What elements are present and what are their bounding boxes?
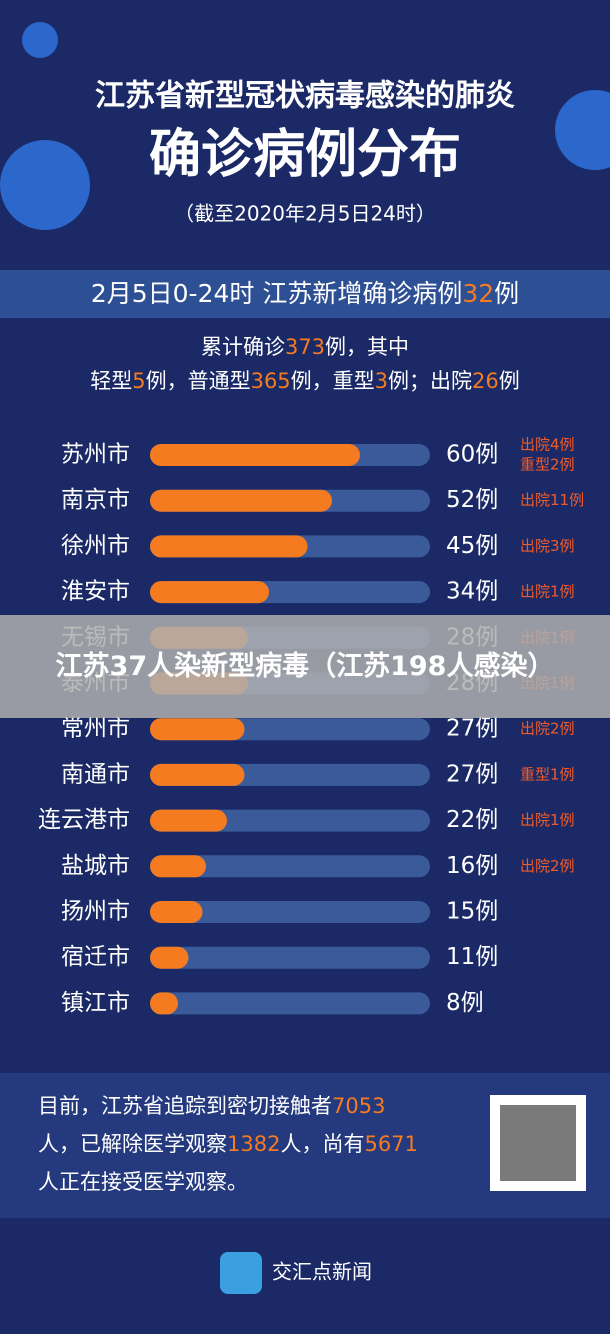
new-cases-band bbox=[0, 270, 610, 318]
city-label: 盐城市 bbox=[61, 853, 130, 879]
segment: 人，尚有 bbox=[280, 1132, 364, 1156]
bar bbox=[150, 489, 332, 512]
bar-track bbox=[150, 992, 430, 1015]
city-label: 苏州市 bbox=[61, 442, 130, 468]
note: 出院1例 bbox=[520, 583, 575, 601]
logo-icon bbox=[220, 1252, 262, 1294]
segment: 例 bbox=[499, 369, 520, 393]
value-label: 52例 bbox=[446, 487, 498, 513]
value-label: 22例 bbox=[446, 807, 498, 833]
note: 出院1例 bbox=[520, 811, 575, 829]
city-label: 南通市 bbox=[61, 761, 130, 787]
date: （截至2020年2月5日24时） bbox=[174, 202, 436, 226]
segment: 例，重型 bbox=[291, 369, 375, 393]
text-line: 人，已解除医学观察1382人，尚有5671 bbox=[38, 1132, 418, 1156]
bar bbox=[150, 535, 308, 558]
value-label: 34例 bbox=[446, 579, 498, 605]
text-line: 人正在接受医学观察。 bbox=[38, 1170, 248, 1194]
bar-track bbox=[150, 901, 430, 923]
note: 出院4例 bbox=[520, 436, 575, 454]
bar bbox=[150, 809, 227, 832]
city-label: 扬州市 bbox=[61, 899, 130, 925]
city-label: 常州市 bbox=[61, 716, 130, 742]
segment: 例，普通型 bbox=[146, 369, 251, 393]
text-line: 轻型5例，普通型365例，重型3例；出院26例 bbox=[90, 369, 520, 393]
segment: 例 bbox=[494, 279, 519, 308]
segment: 轻型 bbox=[90, 369, 132, 393]
city-label: 南京市 bbox=[61, 487, 130, 513]
note: 重型1例 bbox=[520, 765, 575, 783]
bar bbox=[150, 855, 206, 878]
bar bbox=[150, 718, 245, 741]
qr-pattern bbox=[500, 1105, 576, 1181]
segment: 例，其中 bbox=[325, 335, 409, 359]
city-label: 镇江市 bbox=[61, 990, 130, 1016]
city-label: 连云港市 bbox=[38, 807, 130, 833]
bar bbox=[150, 946, 189, 969]
note: 出院11例 bbox=[520, 491, 584, 509]
highlight: 7053 bbox=[332, 1094, 385, 1118]
bar bbox=[150, 763, 245, 786]
text-line: 2月5日0-24时 江苏新增确诊病例32例 bbox=[91, 279, 519, 308]
highlight: 5671 bbox=[364, 1132, 417, 1156]
highlight: 32 bbox=[462, 279, 494, 308]
value-label: 60例 bbox=[446, 442, 498, 468]
value-label: 8例 bbox=[446, 990, 484, 1016]
title: 江苏省新型冠状病毒感染的肺炎 bbox=[95, 79, 515, 114]
value-label: 16例 bbox=[446, 853, 498, 879]
segment: 人正在接受医学观察。 bbox=[38, 1170, 248, 1194]
city-label: 宿迁市 bbox=[61, 944, 130, 970]
text-line: 目前，江苏省追踪到密切接触者7053 bbox=[38, 1094, 385, 1118]
bar bbox=[150, 581, 269, 604]
segment: 累计确诊 bbox=[201, 335, 285, 359]
value-label: 27例 bbox=[446, 761, 498, 787]
segment: 2月5日0-24时 江苏新增确诊病例 bbox=[91, 279, 463, 308]
value-label: 27例 bbox=[446, 716, 498, 742]
value-label: 11例 bbox=[446, 944, 498, 970]
note: 重型2例 bbox=[520, 456, 575, 474]
overlay-banner: 江苏37人染新型病毒（江苏198人感染） bbox=[0, 615, 610, 718]
subtitle: 确诊病例分布 bbox=[149, 125, 461, 185]
segment: 例；出院 bbox=[388, 369, 472, 393]
logo-text: 交汇点新闻 bbox=[272, 1260, 372, 1284]
highlight: 1382 bbox=[227, 1132, 280, 1156]
bar bbox=[150, 992, 178, 1015]
segment: 目前，江苏省追踪到密切接触者 bbox=[38, 1094, 332, 1118]
value-label: 15例 bbox=[446, 899, 498, 925]
note: 出院2例 bbox=[520, 720, 575, 738]
virus-decoration bbox=[0, 22, 610, 230]
note: 出院3例 bbox=[520, 537, 575, 555]
highlight: 26 bbox=[472, 369, 499, 393]
city-label: 徐州市 bbox=[61, 533, 130, 559]
highlight: 5 bbox=[132, 369, 145, 393]
highlight: 373 bbox=[285, 335, 325, 359]
segment: 人，已解除医学观察 bbox=[38, 1132, 227, 1156]
bar-track bbox=[150, 946, 430, 969]
text-line: 累计确诊373例，其中 bbox=[201, 335, 409, 359]
overlay-text: 江苏37人染新型病毒（江苏198人感染） bbox=[55, 650, 555, 682]
city-label: 淮安市 bbox=[61, 579, 130, 605]
bar bbox=[150, 444, 360, 466]
highlight: 365 bbox=[251, 369, 291, 393]
highlight: 3 bbox=[375, 369, 388, 393]
bar bbox=[150, 901, 203, 923]
bar-track bbox=[150, 855, 430, 878]
value-label: 45例 bbox=[446, 533, 498, 559]
note: 出院2例 bbox=[520, 857, 575, 875]
